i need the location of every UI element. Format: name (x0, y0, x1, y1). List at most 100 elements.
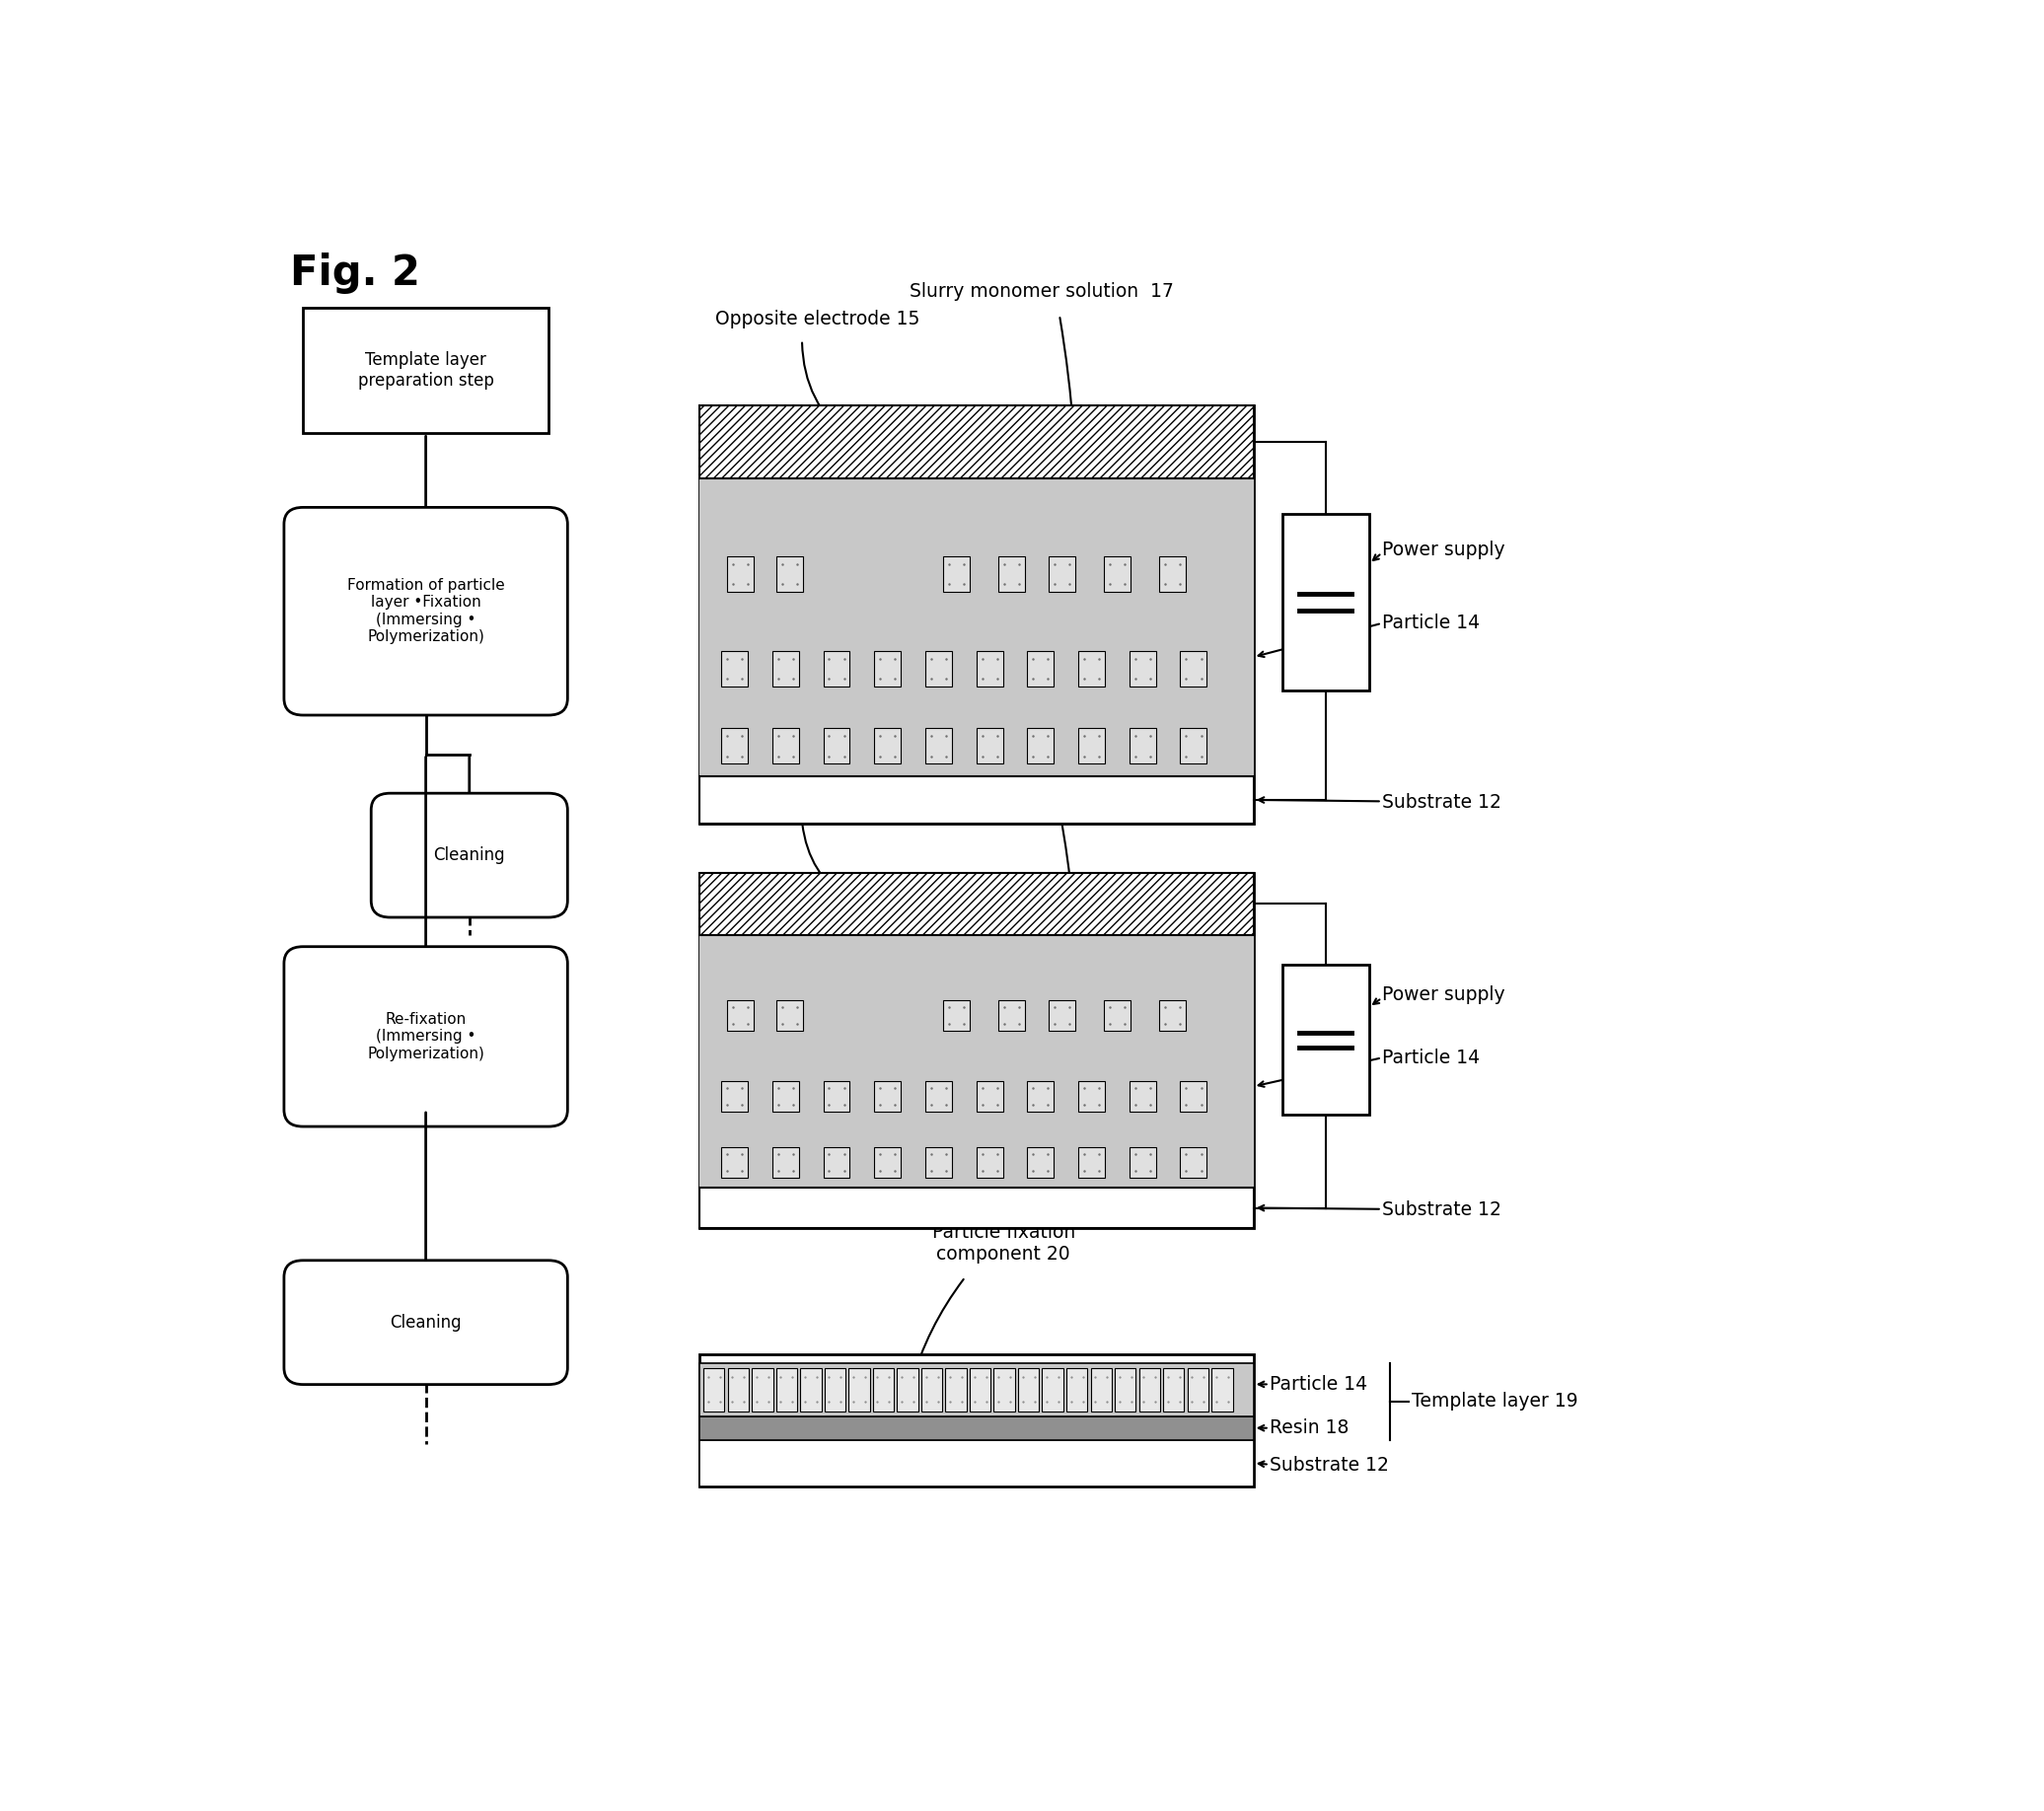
Text: Fig. 2: Fig. 2 (290, 252, 421, 293)
Bar (699, 406, 1253, 824)
Text: Substrate 12: Substrate 12 (1382, 1201, 1500, 1219)
Bar (977, 1146, 1004, 1177)
Bar (926, 1081, 953, 1112)
Text: Template layer
preparation step: Template layer preparation step (358, 351, 495, 389)
Bar (824, 728, 850, 764)
Bar (997, 556, 1024, 592)
Bar (699, 1416, 1253, 1440)
Bar (824, 1081, 850, 1112)
Bar (1018, 1367, 1038, 1411)
Text: Particle 14: Particle 14 (1382, 614, 1480, 632)
Bar (1179, 1081, 1206, 1112)
Bar (824, 1367, 846, 1411)
Bar (1128, 1081, 1157, 1112)
Bar (977, 652, 1004, 686)
Bar (977, 1081, 1004, 1112)
Bar (1028, 652, 1055, 686)
Text: Substrate 12: Substrate 12 (1269, 1456, 1388, 1474)
Text: Cleaning: Cleaning (433, 846, 505, 864)
Text: Slurry monomer solution  17: Slurry monomer solution 17 (910, 283, 1173, 301)
Bar (728, 1367, 748, 1411)
Bar (699, 775, 1253, 824)
Bar (1079, 728, 1106, 764)
Bar (1079, 1081, 1106, 1112)
Bar (1179, 652, 1206, 686)
Bar (897, 1367, 918, 1411)
Bar (699, 873, 1253, 934)
Bar (873, 1367, 893, 1411)
Bar (1188, 1367, 1208, 1411)
Bar (699, 1440, 1253, 1487)
Bar (875, 1146, 901, 1177)
Bar (1079, 652, 1106, 686)
Text: Opposite electrode 15: Opposite electrode 15 (715, 310, 920, 330)
Bar (722, 1146, 748, 1177)
Bar (699, 406, 1253, 478)
Bar (824, 1146, 850, 1177)
Bar (773, 652, 799, 686)
Bar (993, 1367, 1016, 1411)
Bar (1128, 652, 1157, 686)
Text: Substrate 12: Substrate 12 (1382, 793, 1500, 811)
Bar (699, 478, 1253, 775)
Bar (773, 728, 799, 764)
Bar (1212, 1367, 1233, 1411)
Bar (1139, 1367, 1161, 1411)
Bar (699, 1188, 1253, 1228)
Bar (1179, 728, 1206, 764)
FancyBboxPatch shape (372, 793, 568, 918)
Bar (773, 1146, 799, 1177)
Bar (722, 728, 748, 764)
Text: Opposite electrode 15: Opposite electrode 15 (715, 791, 920, 810)
Bar (926, 1146, 953, 1177)
Bar (942, 556, 969, 592)
Bar (1091, 1367, 1112, 1411)
Bar (722, 652, 748, 686)
Bar (728, 556, 754, 592)
Bar (699, 873, 1253, 1228)
Bar (1028, 1081, 1055, 1112)
Bar (1104, 556, 1130, 592)
Bar (1159, 556, 1186, 592)
Bar (1079, 1146, 1106, 1177)
Bar (875, 652, 901, 686)
Bar (1128, 1146, 1157, 1177)
Bar (926, 652, 953, 686)
Bar (1042, 1367, 1063, 1411)
Bar (777, 556, 803, 592)
Bar (969, 1367, 991, 1411)
Bar (1128, 728, 1157, 764)
Bar (875, 728, 901, 764)
Text: Re-fixation
(Immersing •
Polymerization): Re-fixation (Immersing • Polymerization) (368, 1012, 484, 1061)
Bar (699, 934, 1253, 1188)
Bar (824, 652, 850, 686)
Bar (1028, 728, 1055, 764)
Bar (777, 1001, 803, 1030)
Bar (801, 1367, 822, 1411)
FancyBboxPatch shape (284, 507, 568, 715)
Bar (1049, 1001, 1075, 1030)
Bar (1159, 1001, 1186, 1030)
Bar (703, 1367, 724, 1411)
Bar (1282, 514, 1369, 690)
Bar (942, 1001, 969, 1030)
Text: Power supply: Power supply (1382, 540, 1504, 560)
Text: Power supply: Power supply (1382, 985, 1504, 1005)
Text: Template layer 19: Template layer 19 (1412, 1393, 1578, 1411)
Bar (926, 728, 953, 764)
Bar (777, 1367, 797, 1411)
Bar (752, 1367, 773, 1411)
Bar (722, 1081, 748, 1112)
Bar (1282, 965, 1369, 1114)
Bar (1104, 1001, 1130, 1030)
Bar (977, 728, 1004, 764)
FancyBboxPatch shape (284, 947, 568, 1126)
Text: Particle 14: Particle 14 (1382, 1049, 1480, 1067)
Text: Particle 14: Particle 14 (1269, 1375, 1367, 1394)
Bar (1028, 1146, 1055, 1177)
Text: Cleaning: Cleaning (390, 1313, 462, 1331)
Bar (1067, 1367, 1087, 1411)
Bar (1049, 556, 1075, 592)
Bar (1114, 1367, 1136, 1411)
Bar (1179, 1146, 1206, 1177)
